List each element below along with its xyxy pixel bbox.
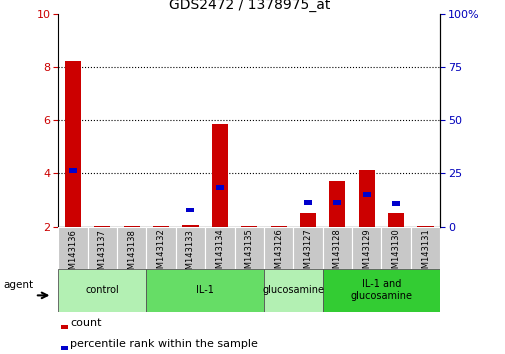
Text: GSM143127: GSM143127 xyxy=(303,229,312,279)
Text: GSM143130: GSM143130 xyxy=(391,229,400,279)
Bar xyxy=(205,227,234,269)
Text: GSM143126: GSM143126 xyxy=(274,229,282,279)
Text: control: control xyxy=(85,285,119,295)
Bar xyxy=(146,227,175,269)
Bar xyxy=(264,269,322,312)
Text: GSM143132: GSM143132 xyxy=(156,229,165,279)
Bar xyxy=(153,226,169,227)
Text: IL-1 and
glucosamine: IL-1 and glucosamine xyxy=(350,279,412,301)
Text: GSM143138: GSM143138 xyxy=(127,229,136,280)
Text: GSM143131: GSM143131 xyxy=(420,229,429,279)
Text: GSM143133: GSM143133 xyxy=(185,229,194,280)
Bar xyxy=(58,227,87,269)
Bar xyxy=(293,227,322,269)
Bar xyxy=(264,227,293,269)
Text: GSM143137: GSM143137 xyxy=(97,229,107,280)
Bar xyxy=(61,346,68,350)
Text: GSM143128: GSM143128 xyxy=(332,229,341,279)
Bar xyxy=(215,185,223,190)
Title: GDS2472 / 1378975_at: GDS2472 / 1378975_at xyxy=(168,0,329,12)
Bar xyxy=(270,226,286,227)
Bar xyxy=(299,213,316,227)
Text: count: count xyxy=(70,318,102,329)
Bar xyxy=(241,226,257,227)
Bar xyxy=(387,213,403,227)
Bar xyxy=(211,124,227,227)
Text: IL-1: IL-1 xyxy=(196,285,214,295)
Bar xyxy=(351,227,381,269)
Bar xyxy=(87,227,117,269)
Bar xyxy=(329,181,345,227)
Bar xyxy=(234,227,264,269)
Bar xyxy=(65,62,81,227)
Bar xyxy=(69,169,77,173)
Bar xyxy=(123,226,139,227)
Bar xyxy=(322,269,439,312)
Bar xyxy=(381,227,410,269)
Bar xyxy=(146,269,264,312)
Text: GSM143129: GSM143129 xyxy=(362,229,371,279)
Bar xyxy=(61,325,68,329)
Bar xyxy=(58,269,146,312)
Text: glucosamine: glucosamine xyxy=(262,285,324,295)
Bar xyxy=(117,227,146,269)
Text: GSM143135: GSM143135 xyxy=(244,229,253,279)
Bar xyxy=(362,192,370,197)
Text: percentile rank within the sample: percentile rank within the sample xyxy=(70,339,258,349)
Bar xyxy=(304,200,312,205)
Bar xyxy=(182,225,198,227)
Text: agent: agent xyxy=(3,280,33,290)
Bar xyxy=(94,226,110,227)
Text: GSM143136: GSM143136 xyxy=(68,229,77,280)
Bar xyxy=(358,170,374,227)
Bar xyxy=(186,208,194,212)
Bar xyxy=(410,227,439,269)
Bar xyxy=(391,201,399,206)
Text: GSM143134: GSM143134 xyxy=(215,229,224,279)
Bar xyxy=(417,226,433,227)
Bar xyxy=(175,227,205,269)
Bar xyxy=(322,227,351,269)
Bar xyxy=(333,200,341,205)
